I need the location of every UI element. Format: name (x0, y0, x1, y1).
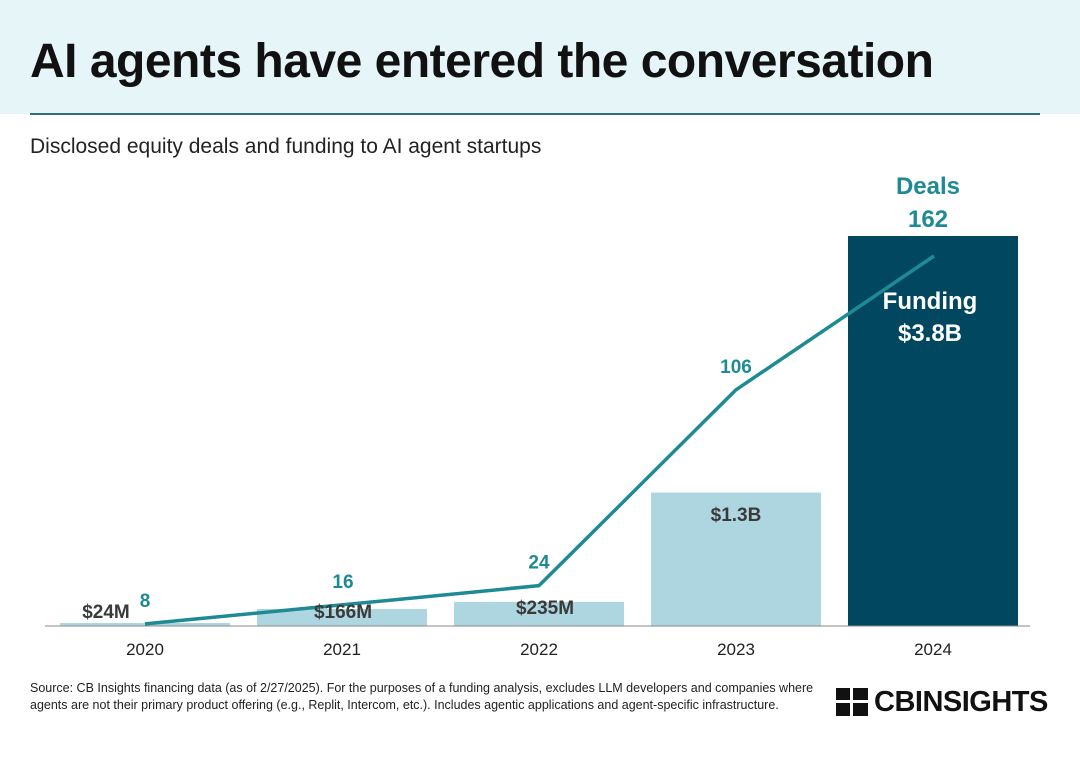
x-tick-label-2022: 2022 (520, 640, 558, 659)
deals-line (144, 254, 935, 626)
deals-series-name: Deals (896, 173, 960, 200)
deals-label-2020: 8 (140, 591, 151, 612)
funding-label-2023: $1.3B (711, 505, 762, 526)
funding-series-name: Funding (883, 288, 978, 315)
bar-2022 (454, 601, 624, 626)
deals-label-2024: 162 (908, 206, 948, 233)
funding-label-2021: $166M (314, 602, 372, 623)
source-note: Source: CB Insights financing data (as o… (30, 681, 814, 712)
logo-mark-icon (836, 688, 868, 716)
x-tick-label-2023: 2023 (717, 640, 755, 659)
bar-2023 (651, 492, 821, 626)
header-band (0, 0, 1080, 114)
deals-label-2021: 16 (332, 572, 353, 593)
page-title: AI agents have entered the conversation (30, 35, 934, 88)
cb-insights-logo: CBINSIGHTS (836, 685, 1048, 719)
chart-subtitle: Disclosed equity deals and funding to AI… (30, 135, 542, 158)
title-divider (30, 113, 1040, 115)
logo-text: CBINSIGHTS (874, 685, 1048, 718)
x-tick-label-2020: 2020 (126, 640, 164, 659)
deals-label-2023: 106 (720, 357, 752, 378)
chart: 2020 2021 2022 2023 2024 8 16 24 106 Deals 162 $24M… (45, 173, 1030, 659)
funding-label-2022: $235M (516, 598, 574, 619)
bar-2021 (257, 608, 427, 626)
bar-2020 (60, 623, 230, 626)
x-tick-label-2021: 2021 (323, 640, 361, 659)
x-tick-label-2024: 2024 (914, 640, 952, 659)
funding-label-2020: $24M (82, 602, 130, 623)
bar-2024 (848, 236, 1018, 626)
deals-label-2022: 24 (528, 553, 550, 574)
funding-label-2024: $3.8B (898, 320, 962, 347)
